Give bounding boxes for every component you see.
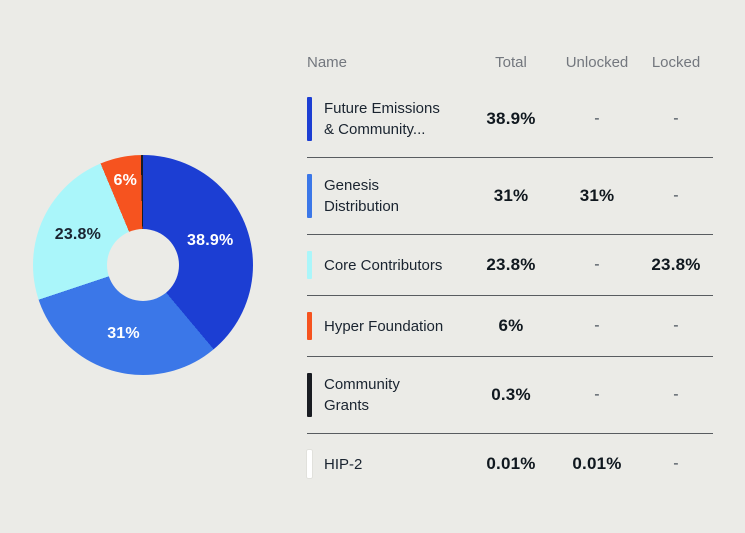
- row-name: Future Emissions & Community...: [324, 100, 440, 138]
- row-name: HIP-2: [324, 455, 363, 473]
- row-name: Core Contributors: [324, 256, 443, 274]
- row-locked: -: [673, 386, 679, 403]
- row-color-marker: [307, 174, 312, 218]
- column-header-name: Name: [307, 54, 348, 71]
- table-row: Hyper Foundation 6% - -: [307, 295, 713, 356]
- row-name: Community Grants: [324, 376, 400, 414]
- row-color-marker: [307, 450, 312, 478]
- row-name-cell: Hyper Foundation: [307, 312, 467, 340]
- row-unlocked: 0.01%: [572, 454, 622, 473]
- row-locked: -: [673, 110, 679, 127]
- row-color-marker: [307, 373, 312, 417]
- row-total: 31%: [493, 186, 529, 205]
- table-row: Community Grants 0.3% - -: [307, 356, 713, 433]
- row-name-cell: HIP-2: [307, 450, 467, 478]
- row-color-marker: [307, 97, 312, 141]
- row-unlocked: -: [594, 256, 600, 273]
- slice-label: 31%: [107, 324, 140, 342]
- row-name-cell: Core Contributors: [307, 251, 467, 279]
- table-row: Genesis Distribution 31% 31% -: [307, 157, 713, 234]
- table-header-row: Name Total Unlocked Locked: [307, 50, 713, 81]
- row-locked: -: [673, 187, 679, 204]
- allocation-table: Name Total Unlocked Locked Future Emissi…: [307, 50, 713, 494]
- row-locked: -: [673, 317, 679, 334]
- row-locked: -: [673, 455, 679, 472]
- slice-label: 6%: [113, 172, 138, 190]
- allocation-donut-chart: 38.9% 31% 23.8% 6%: [33, 155, 253, 375]
- row-unlocked: 31%: [579, 186, 615, 205]
- row-unlocked: -: [594, 110, 600, 127]
- table-body: Future Emissions & Community... 38.9% - - Ge…: [307, 81, 713, 494]
- row-unlocked: -: [594, 317, 600, 334]
- column-header-unlocked: Unlocked: [565, 54, 629, 71]
- row-total: 38.9%: [486, 109, 536, 128]
- row-name: Hyper Foundation: [324, 317, 444, 335]
- row-name-cell: Future Emissions & Community...: [307, 97, 467, 141]
- row-name-cell: Community Grants: [307, 373, 467, 417]
- column-header-locked: Locked: [651, 54, 701, 71]
- row-total: 6%: [498, 316, 524, 335]
- table-row: HIP-2 0.01% 0.01% -: [307, 433, 713, 494]
- row-total: 0.01%: [486, 454, 536, 473]
- row-color-marker: [307, 251, 312, 279]
- donut-hole: [107, 229, 179, 301]
- row-name-cell: Genesis Distribution: [307, 174, 467, 218]
- row-total: 23.8%: [486, 255, 536, 274]
- row-color-marker: [307, 312, 312, 340]
- slice-label: 23.8%: [54, 226, 102, 244]
- row-unlocked: -: [594, 386, 600, 403]
- table-row: Core Contributors 23.8% - 23.8%: [307, 234, 713, 295]
- row-name: Genesis Distribution: [324, 177, 400, 215]
- row-locked: 23.8%: [651, 255, 701, 274]
- slice-label: 38.9%: [187, 231, 234, 249]
- row-total: 0.3%: [491, 385, 531, 404]
- table-row: Future Emissions & Community... 38.9% - -: [307, 81, 713, 157]
- column-header-total: Total: [495, 54, 527, 71]
